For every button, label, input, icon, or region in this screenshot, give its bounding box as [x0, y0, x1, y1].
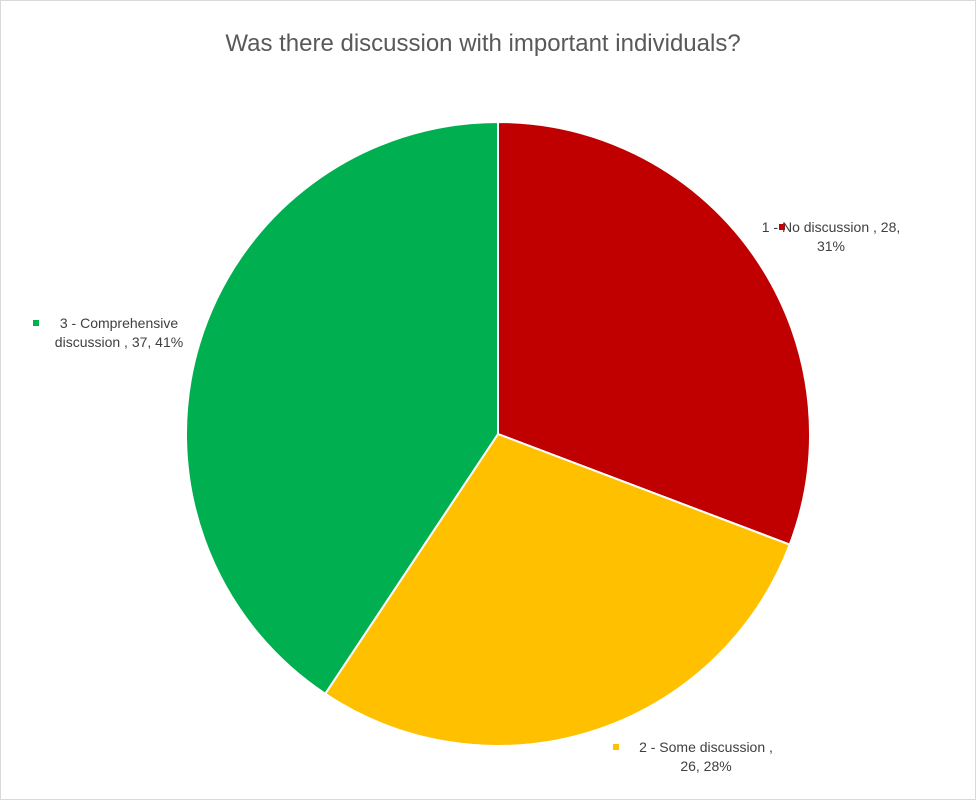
pie-slice-2-some-discussion [323, 432, 792, 747]
legend-key-marker [613, 744, 619, 750]
legend-key-marker [33, 320, 39, 326]
data-label-2-some-discussion: 2 - Some discussion , 26, 28% [613, 739, 773, 774]
data-label-line: discussion , 37, 41% [55, 334, 183, 350]
data-label-3-comprehensive-discussion: 3 - Comprehensive discussion , 37, 41% [33, 315, 183, 350]
data-labels: 1 - No discussion , 28, 31% 2 - Some discu… [33, 219, 900, 774]
pie-slice-1-no-discussion [497, 120, 811, 546]
data-label-line: 1 - No discussion , 28, [762, 219, 901, 235]
data-label-line: 26, 28% [680, 758, 731, 774]
pie-slices [185, 120, 811, 747]
legend-key-marker [779, 224, 785, 230]
data-label-1-no-discussion: 1 - No discussion , 28, 31% [762, 219, 901, 254]
data-label-line: 31% [817, 238, 845, 254]
data-label-line: 2 - Some discussion , [639, 739, 773, 755]
pie-slice-3-comprehensive-discussion [185, 120, 499, 696]
data-label-line: 3 - Comprehensive [60, 315, 178, 331]
chart-title: Was there discussion with important indi… [225, 30, 740, 57]
